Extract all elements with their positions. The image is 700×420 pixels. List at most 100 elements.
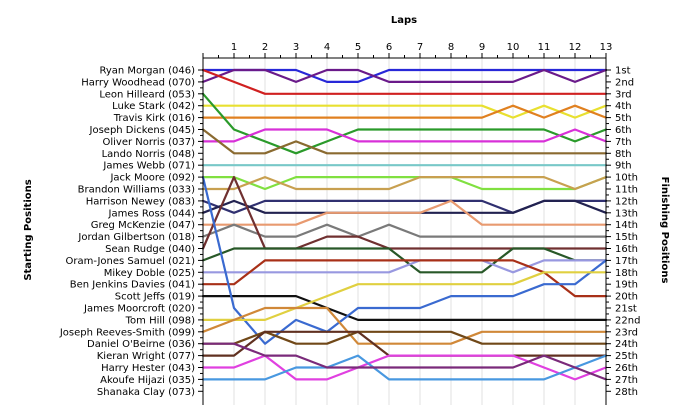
series-line	[201, 271, 608, 321]
starting-position-label: Akoufe Hijazi (035)	[100, 375, 195, 386]
finishing-position-label: 25th	[615, 351, 638, 362]
starting-position-label: Oliver Norris (037)	[103, 137, 196, 148]
finishing-position-label: 26th	[615, 363, 638, 374]
left-axis-title: Starting Positions	[23, 179, 34, 280]
series-line	[201, 128, 608, 155]
starting-position-label: James Webb (071)	[102, 161, 195, 172]
finishing-position-label: 16th	[615, 244, 638, 255]
starting-position-label: Tom Hill (098)	[125, 315, 195, 326]
lap-tick-labels: 1 2 3 4 5 6 7 8 9 10 11 12 13	[231, 42, 613, 53]
starting-position-label: Ben Jenkins Davies (041)	[70, 280, 195, 291]
starting-position-label: Jack Moore (092)	[109, 173, 195, 184]
lap-tick-label: 8	[448, 42, 454, 53]
finishing-position-label: 8th	[615, 149, 632, 160]
finishing-position-label: 5th	[615, 113, 632, 124]
lap-tick-label: 3	[293, 42, 299, 53]
starting-position-label: James Moorcroft (020)	[83, 304, 195, 315]
right-axis-title: Finishing Positions	[659, 177, 670, 284]
finishing-position-label: 12th	[615, 196, 638, 207]
finishing-position-label: 2nd	[615, 77, 634, 88]
series-line	[201, 306, 608, 345]
starting-position-label: Harry Woodhead (070)	[81, 77, 195, 88]
finishing-position-labels: 1st2nd3rd4th5th6th7th8th9th10th11th12th1…	[615, 66, 640, 398]
finishing-position-label: 18th	[615, 268, 638, 279]
series-line	[201, 259, 608, 298]
finishing-position-label: 24th	[615, 339, 638, 350]
starting-position-label: Harry Hester (043)	[101, 363, 195, 374]
series-line	[201, 223, 608, 238]
starting-position-label: Leon Hilleard (053)	[99, 89, 195, 100]
finishing-position-label: 19th	[615, 280, 638, 291]
series-line	[201, 68, 608, 84]
lap-tick-label: 11	[538, 42, 551, 53]
starting-position-label: Ryan Morgan (046)	[99, 66, 195, 77]
series-lines	[201, 68, 608, 381]
starting-position-label: Daniel O'Beirne (036)	[87, 339, 195, 350]
starting-position-label: Shanaka Clay (073)	[97, 387, 195, 398]
series-line	[201, 176, 608, 345]
chart-title: Laps	[391, 15, 417, 26]
finishing-position-label: 15th	[615, 232, 638, 243]
starting-position-label: Joseph Dickens (045)	[89, 125, 196, 136]
series-line	[201, 259, 608, 274]
series-line	[201, 295, 608, 321]
series-line	[201, 128, 608, 143]
series-line	[201, 92, 608, 155]
series-line	[201, 330, 608, 345]
series-line	[201, 104, 608, 119]
finishing-position-label: 22nd	[615, 315, 640, 326]
lap-tick-label: 7	[417, 42, 423, 53]
series-line	[201, 199, 608, 214]
starting-position-label: Scott Jeffs (019)	[115, 292, 195, 303]
finishing-position-label: 17th	[615, 256, 638, 267]
series-line	[201, 199, 608, 226]
finishing-position-label: 3rd	[615, 89, 632, 100]
starting-position-label: Brandon Williams (033)	[78, 185, 195, 196]
starting-position-label: Travis Kirk (016)	[113, 113, 195, 124]
finishing-position-label: 7th	[615, 137, 632, 148]
lap-tick-label: 9	[479, 42, 485, 53]
series-line	[201, 342, 608, 381]
lap-tick-label: 12	[569, 42, 582, 53]
series-line	[201, 354, 608, 381]
series-line	[201, 68, 608, 95]
starting-position-label: James Ross (044)	[108, 208, 196, 219]
starting-position-label: Joseph Reeves-Smith (099)	[59, 327, 195, 338]
starting-position-label: Jordan Gilbertson (018)	[77, 232, 195, 243]
starting-position-label: Greg McKenzie (047)	[91, 220, 195, 231]
starting-position-labels: Ryan Morgan (046)Harry Woodhead (070)Leo…	[59, 66, 195, 398]
x-gridlines	[233, 58, 607, 405]
axes	[198, 53, 611, 405]
series-line	[201, 104, 608, 119]
lap-tick-label: 1	[231, 42, 237, 53]
lap-tick-label: 13	[600, 42, 613, 53]
series-line	[201, 354, 608, 381]
finishing-position-label: 6th	[615, 125, 632, 136]
starting-position-label: Luke Stark (042)	[112, 101, 195, 112]
finishing-position-label: 13th	[615, 208, 638, 219]
series-line	[201, 199, 608, 214]
finishing-position-label: 23rd	[615, 327, 638, 338]
lap-tick-label: 2	[262, 42, 268, 53]
finishing-position-label: 11th	[615, 185, 638, 196]
finishing-position-label: 27th	[615, 375, 638, 386]
finishing-position-label: 4th	[615, 101, 632, 112]
series-line	[201, 176, 608, 191]
starting-position-label: Sean Rudge (040)	[105, 244, 195, 255]
finishing-position-label: 20th	[615, 292, 638, 303]
starting-position-label: Lando Norris (048)	[102, 149, 195, 160]
lap-tick-label: 10	[507, 42, 520, 53]
starting-position-label: Harrison Newey (083)	[86, 196, 195, 207]
series-line	[201, 68, 608, 84]
finishing-position-label: 10th	[615, 173, 638, 184]
starting-position-label: Kieran Wright (077)	[97, 351, 195, 362]
lap-tick-label: 5	[355, 42, 361, 53]
finishing-position-label: 21st	[615, 304, 637, 315]
finishing-position-label: 1st	[615, 66, 631, 77]
lap-tick-label: 6	[386, 42, 392, 53]
finishing-position-label: 14th	[615, 220, 638, 231]
series-line	[201, 176, 608, 191]
finishing-position-label: 28th	[615, 387, 638, 398]
starting-position-label: Oram-Jones Samuel (021)	[65, 256, 195, 267]
